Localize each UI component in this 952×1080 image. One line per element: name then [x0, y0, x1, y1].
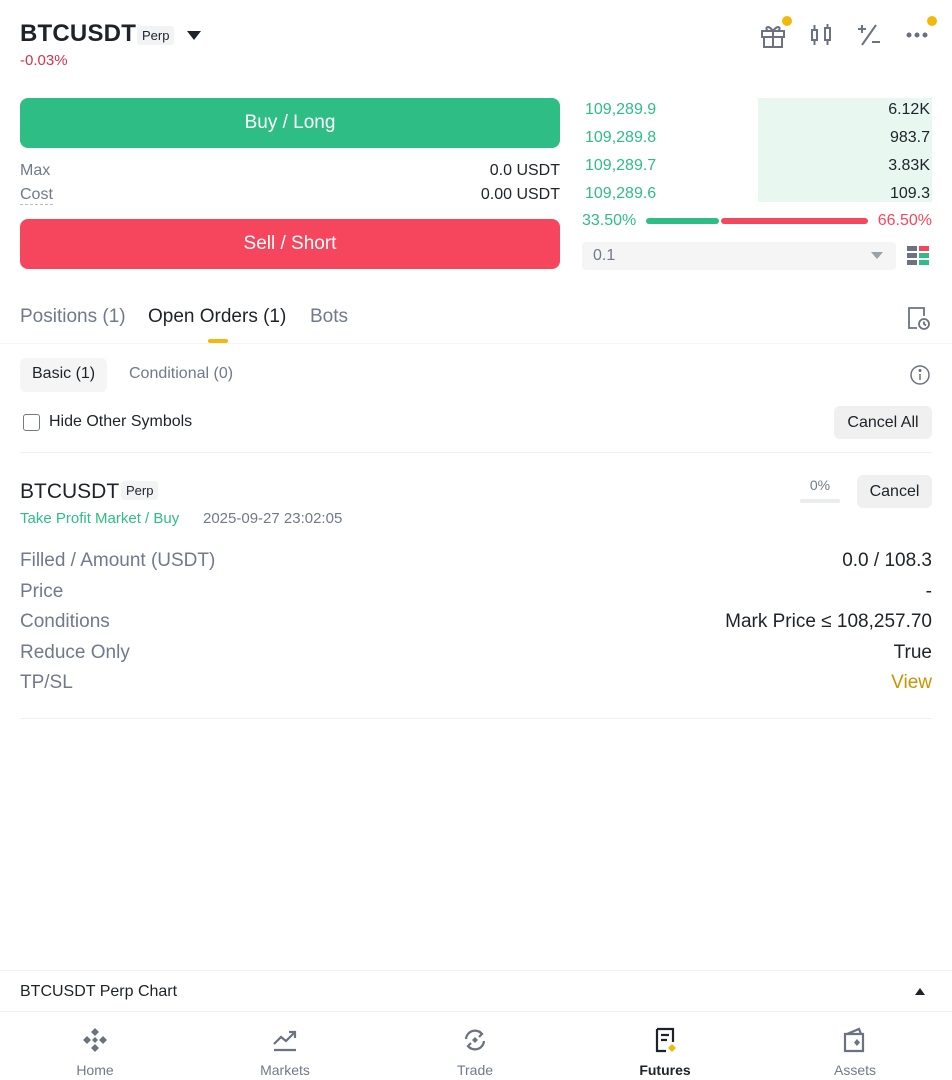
orderbook-row[interactable]: 109,289.8 983.7 [582, 126, 932, 154]
buy-ratio-bar [646, 218, 719, 224]
notification-dot [927, 16, 937, 26]
orderbook-layout-icon[interactable] [906, 244, 930, 268]
orderbook-qty: 983.7 [889, 129, 930, 146]
tab-positions[interactable]: Positions (1) [20, 306, 126, 327]
chevron-up-icon [915, 988, 925, 995]
detail-row-filled: Filled / Amount (USDT) 0.0 / 108.3 [20, 550, 932, 576]
notification-dot [782, 16, 792, 26]
nav-label: Home [76, 1062, 114, 1078]
nav-trade[interactable]: Trade [380, 1012, 570, 1080]
nav-label: Futures [639, 1062, 691, 1078]
orders-tabs: Positions (1) Open Orders (1) Bots [0, 300, 952, 344]
fill-progress-label: 0% [809, 477, 831, 493]
depth-bar [758, 182, 932, 202]
orderbook-qty: 3.83K [888, 157, 930, 174]
cancel-order-button[interactable]: Cancel [857, 475, 932, 508]
assets-icon [843, 1027, 865, 1053]
bottom-nav: Home Markets Trade Futures [0, 1012, 952, 1080]
detail-row-tpsl: TP/SL View [20, 672, 932, 698]
nav-label: Trade [456, 1062, 494, 1078]
divider [20, 452, 932, 453]
nav-markets[interactable]: Markets [190, 1012, 380, 1080]
orderbook-price: 109,289.7 [585, 157, 657, 174]
perp-badge: Perp [137, 26, 175, 45]
info-icon[interactable] [909, 364, 931, 386]
orderbook-price: 109,289.9 [585, 101, 657, 118]
nav-home[interactable]: Home [0, 1012, 190, 1080]
tab-bots[interactable]: Bots [310, 306, 349, 327]
detail-key: Filled / Amount (USDT) [20, 550, 216, 571]
max-value: 0.0 USDT [489, 162, 560, 179]
detail-value: Mark Price ≤ 108,257.70 [725, 611, 932, 632]
price-change: -0.03% [20, 52, 68, 69]
orderbook-row[interactable]: 109,289.7 3.83K [582, 154, 932, 182]
divider [20, 718, 932, 719]
orderbook-qty: 6.12K [888, 101, 930, 118]
cancel-all-button[interactable]: Cancel All [834, 406, 932, 439]
nav-label: Assets [833, 1062, 876, 1078]
order-time: 2025-09-27 23:02:05 [203, 510, 343, 527]
depth-bar [758, 126, 932, 154]
depth-bar [758, 154, 932, 182]
detail-key: TP/SL [20, 672, 73, 693]
detail-value: - [925, 581, 932, 602]
order-history-icon[interactable] [904, 304, 932, 332]
chart-collapse-bar[interactable]: BTCUSDT Perp Chart [0, 970, 952, 1012]
nav-futures[interactable]: Futures [570, 1012, 760, 1080]
home-icon [83, 1028, 107, 1052]
active-tab-indicator [208, 339, 228, 343]
buy-ratio: 33.50% [582, 212, 637, 229]
detail-row-conditions: Conditions Mark Price ≤ 108,257.70 [20, 611, 932, 637]
detail-value: True [893, 642, 932, 663]
candlestick-icon[interactable] [806, 20, 836, 50]
detail-key: Conditions [20, 611, 110, 632]
hide-other-symbols-checkbox[interactable] [23, 414, 40, 431]
buy-long-button[interactable]: Buy / Long [20, 98, 560, 148]
sell-ratio: 66.50% [877, 212, 932, 229]
sell-ratio-bar [721, 218, 868, 224]
tpsl-view-link[interactable]: View [891, 672, 932, 693]
depth-precision-value: 0.1 [593, 247, 616, 264]
cost-row: Cost 0.00 USDT [20, 186, 560, 208]
plus-minus-icon[interactable] [854, 20, 884, 50]
symbol-title[interactable]: BTCUSDT [20, 20, 137, 47]
fill-progress-bar [800, 499, 840, 503]
hide-other-symbols-label[interactable]: Hide Other Symbols [49, 413, 193, 430]
markets-icon [273, 1030, 297, 1052]
detail-key: Price [20, 581, 64, 602]
trade-icon [464, 1029, 486, 1051]
nav-label: Markets [260, 1062, 310, 1078]
orderbook-qty: 109.3 [889, 185, 930, 202]
subtab-basic[interactable]: Basic (1) [20, 358, 108, 392]
depth-precision-select[interactable]: 0.1 [582, 242, 896, 270]
futures-icon [655, 1027, 676, 1053]
orderbook-row[interactable]: 109,289.9 6.12K [582, 98, 932, 126]
more-icon[interactable] [902, 20, 932, 50]
order-perp-badge: Perp [121, 481, 159, 500]
order-symbol[interactable]: BTCUSDT [20, 480, 120, 503]
max-label: Max [20, 162, 51, 179]
chart-bar-title: BTCUSDT Perp Chart [20, 983, 178, 1000]
symbol-dropdown-icon[interactable] [187, 31, 201, 40]
chevron-down-icon [871, 252, 883, 259]
subtab-conditional[interactable]: Conditional (0) [129, 365, 234, 382]
nav-assets[interactable]: Assets [760, 1012, 950, 1080]
orderbook-row[interactable]: 109,289.6 109.3 [582, 182, 932, 208]
orderbook-price: 109,289.6 [585, 185, 657, 202]
orderbook-price: 109,289.8 [585, 129, 657, 146]
tab-open-orders[interactable]: Open Orders (1) [148, 306, 287, 327]
detail-key: Reduce Only [20, 642, 130, 663]
detail-row-price: Price - [20, 581, 932, 607]
detail-value: 0.0 / 108.3 [842, 550, 932, 571]
cost-label[interactable]: Cost [20, 186, 53, 205]
depth-bar [758, 98, 932, 126]
max-row: Max 0.0 USDT [20, 162, 560, 184]
buy-sell-ratio: 33.50% 66.50% [582, 211, 932, 231]
header: BTCUSDT Perp -0.03% [0, 0, 952, 90]
cost-value: 0.00 USDT [480, 186, 560, 203]
detail-row-reduce-only: Reduce Only True [20, 642, 932, 668]
sell-short-button[interactable]: Sell / Short [20, 219, 560, 269]
order-type: Take Profit Market / Buy [20, 510, 180, 527]
gift-icon[interactable] [758, 20, 788, 50]
